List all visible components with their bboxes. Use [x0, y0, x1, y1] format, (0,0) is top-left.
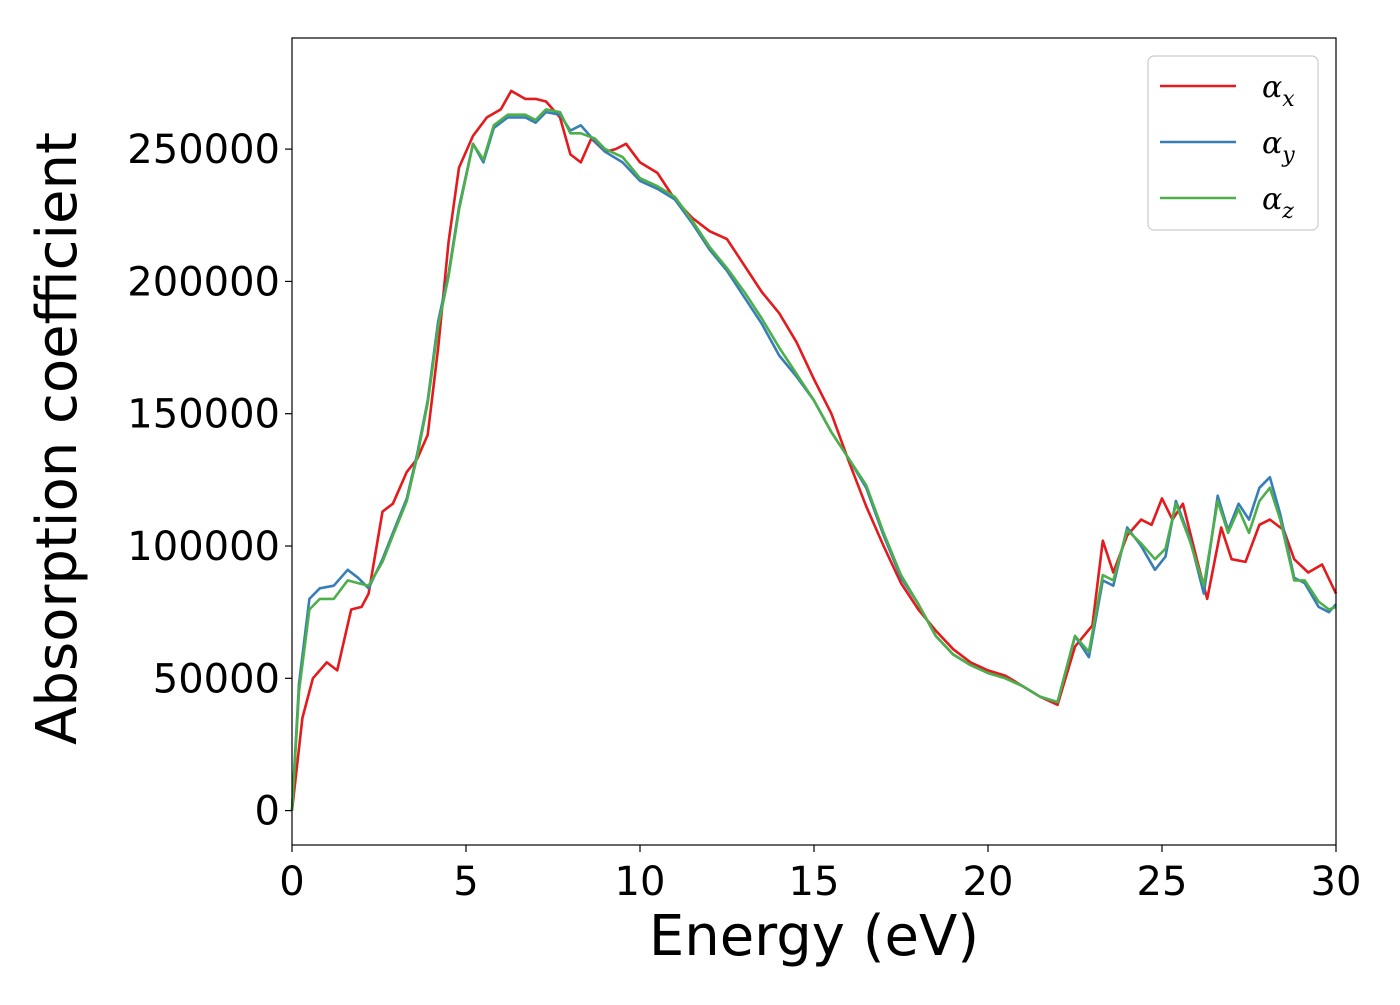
x-tick-label: 20 — [963, 859, 1014, 905]
x-axis-title: Energy (eV) — [649, 904, 979, 969]
y-axis-ticks: 0 50000 100000 150000 200000 250000 — [127, 127, 292, 835]
series-line-z — [290, 108, 1337, 811]
y-tick-label: 50000 — [153, 656, 280, 702]
series-line-x — [290, 89, 1338, 811]
x-tick-label: 5 — [453, 859, 478, 905]
legend-label-z: αz — [1262, 182, 1294, 224]
y-tick-label: 100000 — [127, 524, 280, 570]
legend-label-x: αx — [1262, 70, 1295, 112]
y-tick-label: 200000 — [127, 259, 280, 305]
legend: αx αy αz — [1147, 55, 1319, 231]
legend-label-y: αy — [1262, 126, 1295, 168]
x-tick-label: 0 — [279, 859, 304, 905]
x-axis-ticks: 0 5 10 15 20 25 30 — [279, 845, 1361, 905]
x-tick-label: 15 — [789, 859, 840, 905]
y-tick-label: 0 — [255, 789, 280, 835]
y-tick-label: 250000 — [127, 127, 280, 173]
series-layer — [290, 89, 1338, 811]
y-tick-label: 150000 — [127, 392, 280, 438]
x-tick-label: 10 — [615, 859, 666, 905]
y-axis-title: Absorption coefficient — [25, 132, 90, 745]
x-tick-label: 30 — [1311, 859, 1362, 905]
x-tick-label: 25 — [1137, 859, 1188, 905]
